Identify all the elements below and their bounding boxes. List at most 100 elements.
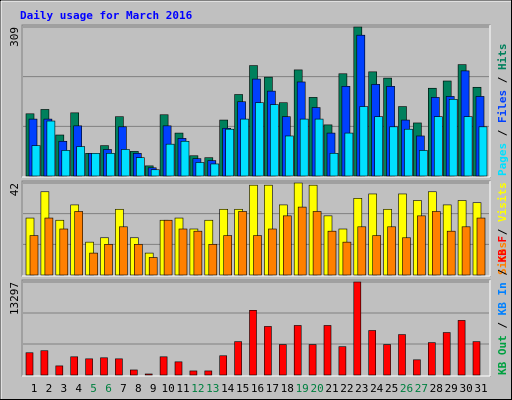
x-tick-label: 23 bbox=[355, 382, 368, 395]
bar bbox=[402, 237, 411, 276]
chart-title: Daily usage for March 2016 bbox=[20, 9, 193, 22]
bar bbox=[204, 370, 213, 376]
x-tick-label: 20 bbox=[310, 382, 323, 395]
bar bbox=[312, 211, 322, 276]
x-tick-label: 27 bbox=[415, 382, 428, 395]
legend-separator: / bbox=[496, 262, 509, 282]
bar bbox=[327, 230, 337, 276]
bar bbox=[238, 211, 247, 276]
bar bbox=[419, 150, 428, 177]
bar bbox=[55, 365, 64, 376]
x-tick-label: 4 bbox=[75, 382, 82, 395]
bar bbox=[323, 325, 332, 376]
bar bbox=[240, 118, 249, 177]
x-tick-label: 10 bbox=[161, 382, 174, 395]
bar bbox=[136, 157, 145, 177]
bar bbox=[457, 320, 466, 376]
legend-entry: Sites bbox=[496, 242, 509, 275]
x-tick-label: 24 bbox=[370, 382, 384, 395]
bar bbox=[427, 342, 436, 376]
bar bbox=[174, 361, 183, 376]
bar bbox=[106, 153, 115, 177]
x-tick-label: 30 bbox=[459, 382, 472, 395]
legend: KB Out / KB In / KB F bbox=[496, 236, 509, 375]
legend-separator: / bbox=[496, 315, 509, 335]
bar bbox=[115, 358, 123, 376]
bar bbox=[368, 330, 377, 376]
bar bbox=[208, 244, 218, 276]
bar bbox=[446, 230, 456, 276]
bar bbox=[46, 120, 56, 177]
legend-entry: Files bbox=[496, 90, 509, 123]
x-tick-label: 26 bbox=[400, 382, 413, 395]
bar bbox=[461, 226, 471, 276]
bar bbox=[299, 118, 309, 177]
bar bbox=[74, 211, 83, 276]
bar bbox=[180, 140, 190, 177]
x-tick-label: 5 bbox=[90, 382, 97, 395]
bar bbox=[293, 325, 302, 376]
bar bbox=[417, 215, 426, 276]
bar bbox=[29, 235, 39, 276]
x-tick-label: 18 bbox=[281, 382, 294, 395]
x-tick-label: 12 bbox=[191, 382, 204, 395]
x-tick-label: 2 bbox=[46, 382, 53, 395]
bar bbox=[353, 281, 362, 376]
x-tick-label: 9 bbox=[150, 382, 157, 395]
legend-separator: / bbox=[496, 222, 509, 242]
bar bbox=[85, 358, 93, 376]
bar bbox=[282, 215, 292, 276]
bar bbox=[357, 226, 367, 276]
x-tick-label: 25 bbox=[385, 382, 398, 395]
bar bbox=[342, 241, 352, 276]
bar bbox=[193, 230, 203, 276]
bar bbox=[210, 163, 220, 177]
legend: Pages / Files / Hits bbox=[496, 44, 509, 177]
legend-entry: KB Out bbox=[496, 335, 509, 375]
bar bbox=[387, 226, 396, 276]
bar bbox=[255, 102, 264, 177]
bar bbox=[76, 146, 85, 177]
legend-entry: Hits bbox=[496, 44, 509, 71]
bar bbox=[338, 346, 347, 376]
bar bbox=[104, 244, 113, 276]
x-tick-label: 13 bbox=[206, 382, 219, 395]
legend: Sites / Visits bbox=[496, 182, 509, 275]
bar bbox=[130, 369, 138, 376]
x-tick-label: 7 bbox=[120, 382, 127, 395]
bar bbox=[383, 344, 391, 376]
bar bbox=[44, 217, 54, 276]
bar bbox=[253, 235, 262, 276]
x-tick-label: 16 bbox=[251, 382, 264, 395]
bar bbox=[359, 106, 369, 177]
bar bbox=[270, 104, 279, 177]
bar bbox=[404, 128, 413, 177]
bar bbox=[219, 355, 227, 376]
bar bbox=[31, 145, 41, 177]
y-tick-label: 13297 bbox=[8, 282, 21, 315]
x-tick-label: 11 bbox=[176, 382, 189, 395]
bar bbox=[448, 99, 458, 177]
bar bbox=[463, 116, 473, 177]
bar bbox=[148, 257, 158, 276]
x-tick-label: 31 bbox=[474, 382, 487, 395]
bar bbox=[398, 334, 406, 376]
x-tick-label: 29 bbox=[445, 382, 458, 395]
bar bbox=[249, 310, 257, 376]
bar bbox=[344, 132, 354, 177]
bar bbox=[431, 211, 441, 276]
bar bbox=[25, 352, 34, 376]
bar bbox=[314, 118, 324, 177]
legend-entry: KB F bbox=[496, 236, 509, 263]
bar bbox=[389, 126, 398, 177]
bar bbox=[134, 244, 143, 276]
x-tick-label: 3 bbox=[60, 382, 67, 395]
bar bbox=[225, 128, 234, 177]
bar bbox=[150, 169, 160, 177]
bar bbox=[297, 206, 307, 276]
y-tick-label: 309 bbox=[8, 27, 21, 47]
bar bbox=[59, 228, 69, 276]
x-tick-label: 19 bbox=[296, 382, 309, 395]
bar bbox=[61, 150, 71, 177]
